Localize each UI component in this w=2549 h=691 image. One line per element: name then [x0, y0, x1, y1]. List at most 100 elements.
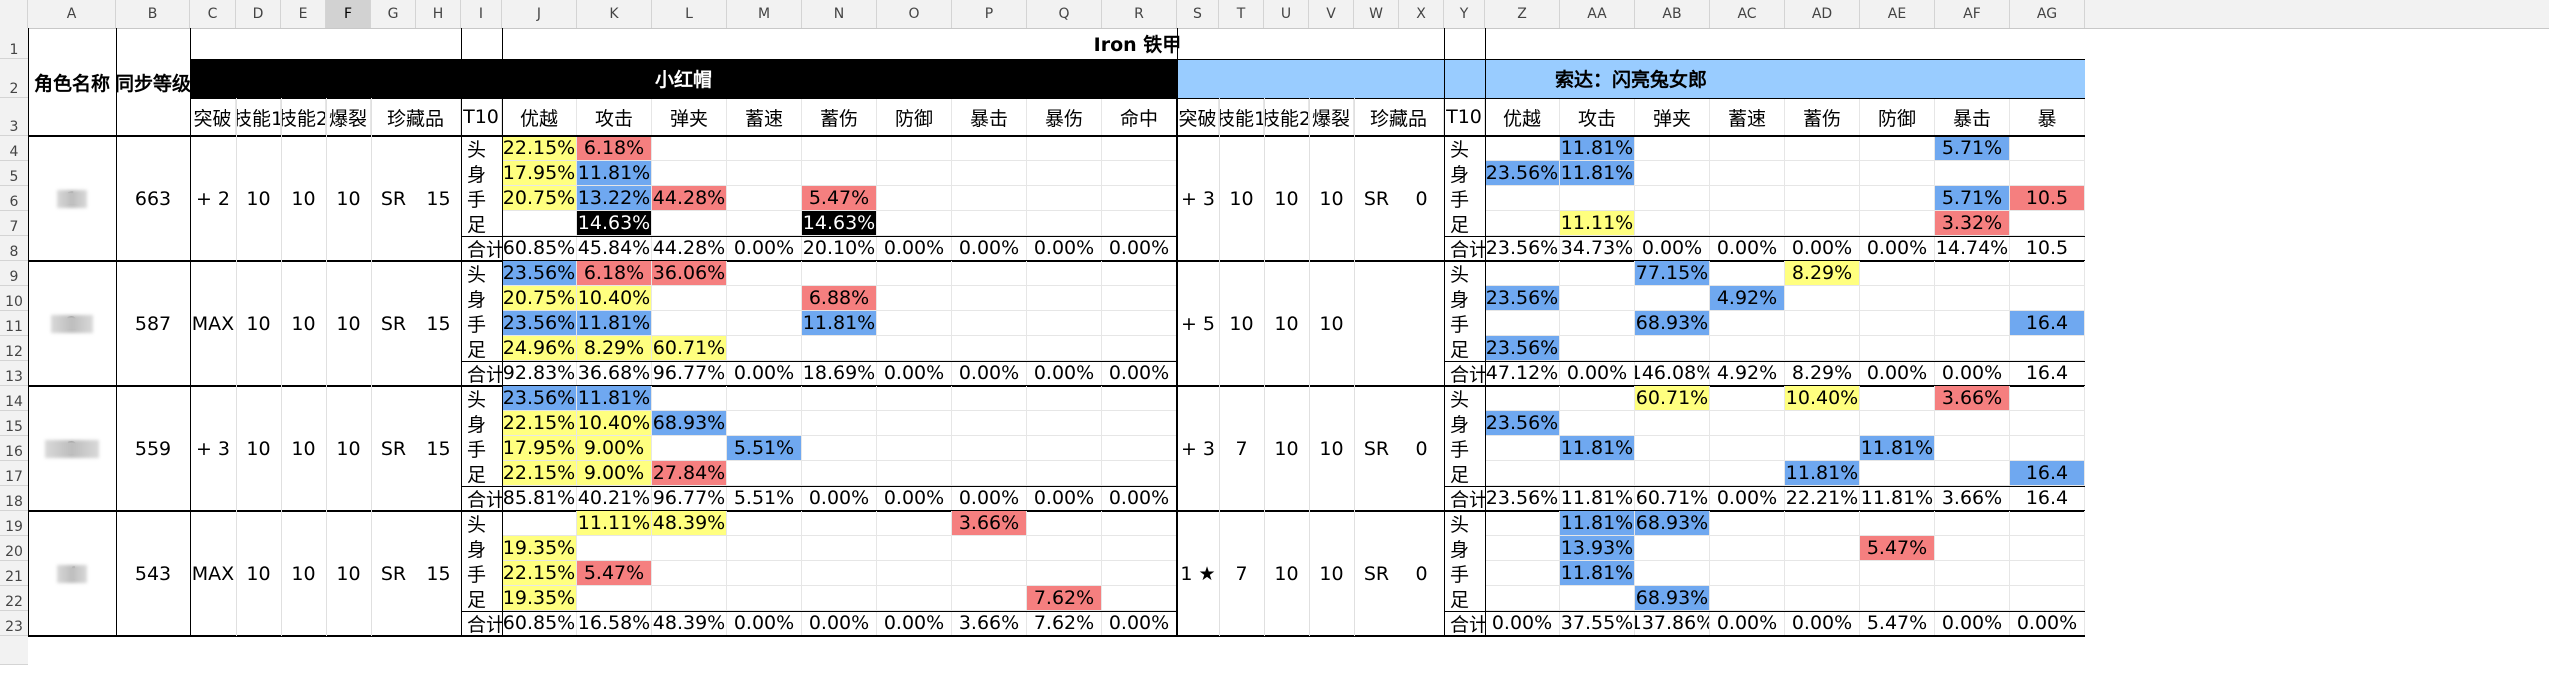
- stat-value[interactable]: [1102, 386, 1177, 411]
- stat-value[interactable]: [652, 211, 727, 236]
- stat-value[interactable]: 0.00%: [877, 611, 952, 636]
- stat-value[interactable]: 23.56%: [1485, 236, 1560, 261]
- stat-value[interactable]: [1860, 136, 1935, 161]
- stat-value[interactable]: [1710, 411, 1785, 436]
- stat-value[interactable]: 4.92%: [1710, 361, 1785, 386]
- stat-value[interactable]: [1635, 186, 1710, 211]
- stat-value[interactable]: 85.81%: [502, 486, 577, 511]
- stat-value[interactable]: [727, 136, 802, 161]
- row-header[interactable]: 13: [0, 361, 28, 386]
- stat-value[interactable]: [652, 536, 727, 561]
- stat-value[interactable]: [1027, 186, 1102, 211]
- stat-value[interactable]: [652, 436, 727, 461]
- row-header[interactable]: [0, 636, 28, 665]
- stat-value[interactable]: 10.40%: [577, 286, 652, 311]
- stat-value[interactable]: 0.00%: [877, 486, 952, 511]
- stat-value[interactable]: [1102, 261, 1177, 286]
- stat-value[interactable]: 5.47%: [1860, 536, 1935, 561]
- stat-value[interactable]: [1935, 286, 2010, 311]
- row-header[interactable]: 7: [0, 211, 28, 236]
- stat-value[interactable]: [652, 286, 727, 311]
- stat-value[interactable]: [802, 336, 877, 361]
- stat-value[interactable]: [577, 536, 652, 561]
- stat-value[interactable]: 0.00%: [1635, 236, 1710, 261]
- stat-value[interactable]: 5.47%: [1860, 611, 1935, 636]
- stat-value[interactable]: 23.56%: [502, 261, 577, 286]
- row-header[interactable]: 9: [0, 261, 28, 286]
- row-header[interactable]: 12: [0, 336, 28, 361]
- stat-value[interactable]: [727, 211, 802, 236]
- stat-value[interactable]: [877, 261, 952, 286]
- column-header[interactable]: X: [1399, 0, 1444, 28]
- stat-value[interactable]: [877, 386, 952, 411]
- stat-value[interactable]: [877, 286, 952, 311]
- stat-value[interactable]: 14.63%: [577, 211, 652, 236]
- stat-value[interactable]: [2010, 586, 2085, 611]
- stat-value[interactable]: [1785, 586, 1860, 611]
- stat-value[interactable]: [802, 511, 877, 536]
- stat-value[interactable]: [2010, 511, 2085, 536]
- stat-value[interactable]: [1102, 186, 1177, 211]
- stat-value[interactable]: 11.81%: [577, 161, 652, 186]
- stat-value[interactable]: [1785, 211, 1860, 236]
- stat-value[interactable]: 0.00%: [802, 486, 877, 511]
- stat-value[interactable]: [1102, 286, 1177, 311]
- stat-value[interactable]: 14.74%: [1935, 236, 2010, 261]
- stat-value[interactable]: 0.00%: [1485, 611, 1560, 636]
- stat-value[interactable]: 23.56%: [1485, 286, 1560, 311]
- stat-value[interactable]: [877, 411, 952, 436]
- stat-value[interactable]: 0.00%: [1935, 361, 2010, 386]
- stat-value[interactable]: 0.00%: [1710, 486, 1785, 511]
- stat-value[interactable]: 27.84%: [652, 461, 727, 486]
- stat-value[interactable]: 22.15%: [502, 461, 577, 486]
- stat-value[interactable]: [1027, 561, 1102, 586]
- stat-value[interactable]: [1102, 461, 1177, 486]
- stat-value[interactable]: 11.81%: [1785, 461, 1860, 486]
- stat-value[interactable]: 19.35%: [502, 536, 577, 561]
- stat-value[interactable]: 11.81%: [1560, 486, 1635, 511]
- stat-value[interactable]: 16.4: [2010, 311, 2085, 336]
- stat-value[interactable]: [1860, 211, 1935, 236]
- stat-value[interactable]: [1560, 411, 1635, 436]
- stat-value[interactable]: [802, 436, 877, 461]
- stat-value[interactable]: [1935, 311, 2010, 336]
- stat-value[interactable]: 11.81%: [1560, 561, 1635, 586]
- stat-value[interactable]: [1935, 161, 2010, 186]
- stat-value[interactable]: [802, 386, 877, 411]
- column-header[interactable]: T: [1219, 0, 1264, 28]
- stat-value[interactable]: [1027, 161, 1102, 186]
- stat-value[interactable]: [802, 561, 877, 586]
- stat-value[interactable]: 0.00%: [2010, 611, 2085, 636]
- stat-value[interactable]: 16.4: [2010, 461, 2085, 486]
- select-all-corner[interactable]: [0, 0, 28, 28]
- stat-value[interactable]: [727, 311, 802, 336]
- row-header[interactable]: 4: [0, 136, 28, 161]
- stat-value[interactable]: [952, 186, 1027, 211]
- stat-value[interactable]: [1710, 261, 1785, 286]
- stat-value[interactable]: [1102, 561, 1177, 586]
- stat-value[interactable]: [2010, 386, 2085, 411]
- stat-value[interactable]: 0.00%: [1710, 611, 1785, 636]
- stat-value[interactable]: [1710, 461, 1785, 486]
- stat-value[interactable]: [652, 161, 727, 186]
- stat-value[interactable]: [1027, 311, 1102, 336]
- stat-value[interactable]: 4.92%: [1710, 286, 1785, 311]
- stat-value[interactable]: [1027, 336, 1102, 361]
- stat-value[interactable]: [952, 311, 1027, 336]
- stat-value[interactable]: 0.00%: [1560, 361, 1635, 386]
- column-header[interactable]: C: [190, 0, 236, 28]
- stat-value[interactable]: [1102, 136, 1177, 161]
- stat-value[interactable]: 60.85%: [502, 236, 577, 261]
- stat-value[interactable]: [727, 386, 802, 411]
- stat-value[interactable]: [1860, 261, 1935, 286]
- stat-value[interactable]: 0.00%: [1860, 361, 1935, 386]
- stat-value[interactable]: [802, 411, 877, 436]
- column-header[interactable]: AB: [1635, 0, 1710, 28]
- stat-value[interactable]: [727, 536, 802, 561]
- stat-value[interactable]: 5.47%: [577, 561, 652, 586]
- stat-value[interactable]: [1027, 211, 1102, 236]
- column-header[interactable]: S: [1177, 0, 1219, 28]
- stat-value[interactable]: 7.62%: [1027, 586, 1102, 611]
- stat-value[interactable]: [1785, 436, 1860, 461]
- stat-value[interactable]: 5.51%: [727, 486, 802, 511]
